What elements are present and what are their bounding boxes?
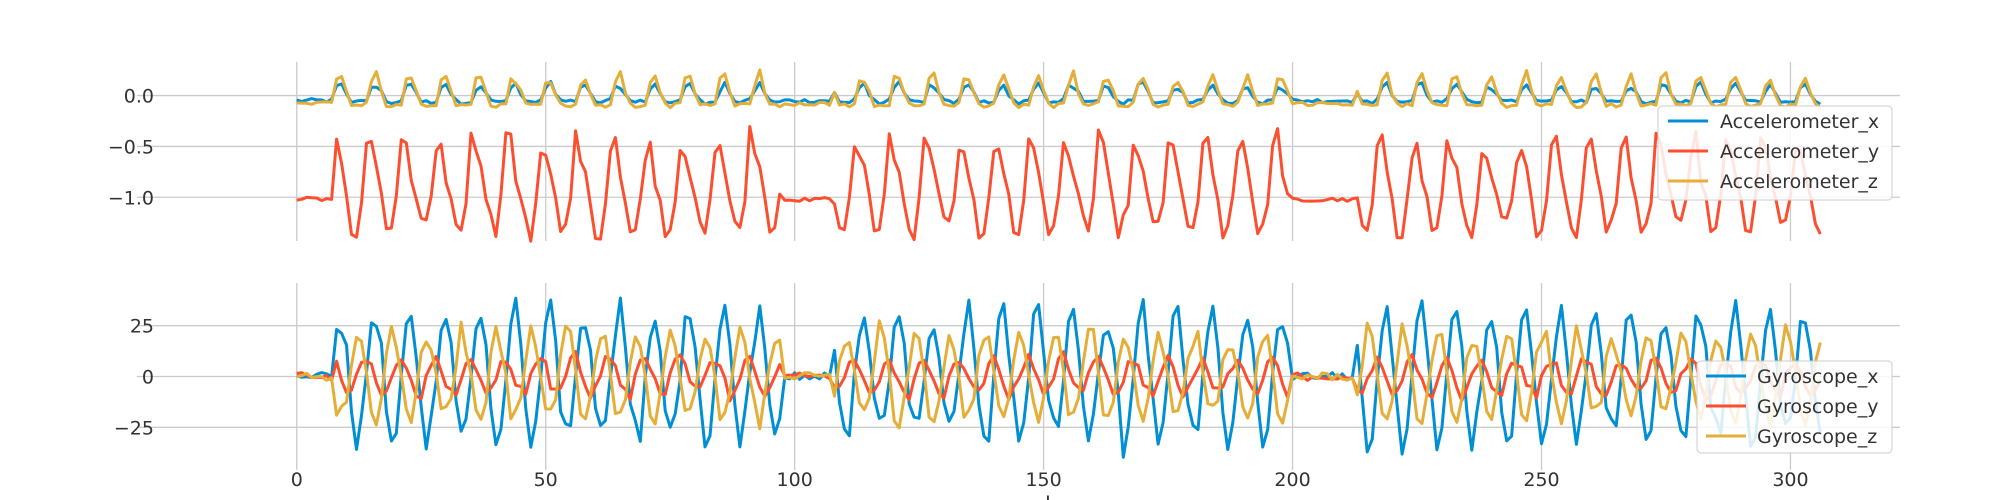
gyroscope-y-tick-labels: 25 0 −25 [114, 316, 154, 440]
accelerometer-panel: 0.0 −0.5 −1.0 Accelerometer_x Acceleromete… [108, 62, 1900, 243]
accelerometer-y-tick-labels: 0.0 −0.5 −1.0 [108, 86, 154, 210]
legend-label-gyroscope-x: Gyroscope_x [1757, 366, 1878, 388]
x-tick-label: 0 [291, 469, 303, 491]
series-line-gyroscope-z [296, 319, 1822, 431]
x-tick-label: 150 [1025, 469, 1061, 491]
gyroscope-panel: 250−25 0 50 100 150 200 250 300 Gyroscope_x Gy… [114, 283, 1900, 491]
x-tick-label: 50 [534, 469, 558, 491]
y-tick-label: 25 [130, 316, 154, 338]
gyroscope-legend: Gyroscope_x Gyroscope_y Gyroscope_z [1696, 360, 1893, 454]
legend-label-accelerometer-x: Accelerometer_x [1720, 111, 1879, 133]
y-tick-label: −25 [114, 417, 154, 439]
gyroscope-lines [296, 296, 1822, 459]
series-line-gyroscope-x [296, 296, 1822, 459]
y-tick-label: 0 [142, 367, 154, 389]
accelerometer-legend: Accelerometer_x Accelerometer_y Accelero… [1657, 105, 1893, 201]
accelerometer-legend-box [1657, 105, 1893, 201]
legend-label-gyroscope-z: Gyroscope_z [1757, 426, 1877, 448]
x-tick-label: 100 [777, 469, 813, 491]
x-tick-label: 300 [1772, 469, 1808, 491]
series-line-accelerometer-z [296, 68, 1822, 110]
legend-label-accelerometer-z: Accelerometer_z [1720, 171, 1878, 193]
accelerometer-lines [296, 68, 1822, 243]
y-tick-label: 0.0 [124, 86, 154, 108]
gyroscope-legend-box [1696, 360, 1893, 454]
y-tick-label: −1.0 [108, 187, 154, 209]
series-line-accelerometer-y [296, 125, 1822, 243]
x-axis-title: samples [987, 493, 1074, 500]
x-tick-label: 250 [1523, 469, 1559, 491]
legend-label-accelerometer-y: Accelerometer_y [1720, 141, 1879, 163]
y-tick-label: −0.5 [108, 136, 154, 158]
gyroscope-x-tick-labels: 0 50 100 150 200 250 300 [291, 469, 1809, 491]
x-tick-label: 200 [1274, 469, 1310, 491]
legend-label-gyroscope-y: Gyroscope_y [1757, 396, 1878, 418]
